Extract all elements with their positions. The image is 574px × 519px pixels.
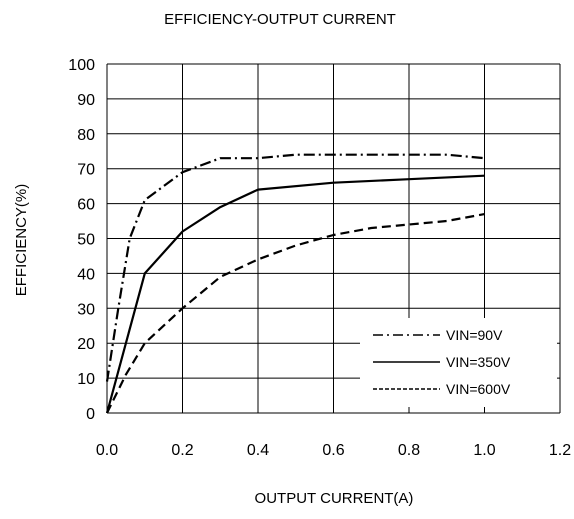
series-line-1 [105, 153, 485, 382]
y-tick-label: 40 [77, 266, 95, 283]
x-tick-label: 0.6 [322, 442, 344, 459]
y-tick-label: 90 [77, 92, 95, 109]
series-line-3 [106, 213, 485, 414]
legend-label-3: VIN=600V [446, 381, 511, 397]
y-tick-label: 80 [77, 127, 95, 144]
legend-label-2: VIN=350V [446, 354, 511, 370]
y-axis-label: EFFICIENCY(%) [13, 184, 30, 297]
y-tick-label: 60 [77, 197, 95, 214]
x-tick-label: 0.8 [398, 442, 420, 459]
x-tick-label: 0.0 [96, 442, 118, 459]
series-lines [105, 153, 485, 414]
tick-labels: 0.0 0.2 0.4 0.6 0.8 1.0 1.2 0 10 20 30 40 50 60 70 80 90… [68, 57, 571, 459]
y-tick-label: 20 [77, 336, 95, 353]
legend-label-1: VIN=90V [446, 327, 503, 343]
series-line-2 [105, 174, 485, 414]
legend: VIN=90V VIN=350V VIN=600V [360, 318, 557, 407]
y-tick-label: 50 [77, 232, 95, 249]
x-tick-label: 1.0 [473, 442, 495, 459]
x-axis-label: OUTPUT CURRENT(A) [255, 490, 414, 507]
y-tick-label: 0 [86, 406, 95, 423]
chart-title: EFFICIENCY-OUTPUT CURRENT [164, 11, 396, 28]
y-tick-label: 70 [77, 162, 95, 179]
y-tick-label: 10 [77, 371, 95, 388]
x-tick-label: 1.2 [549, 442, 571, 459]
y-tick-label: 30 [77, 301, 95, 318]
x-tick-label: 0.4 [247, 442, 269, 459]
y-tick-label: 100 [68, 57, 95, 74]
x-tick-label: 0.2 [171, 442, 193, 459]
